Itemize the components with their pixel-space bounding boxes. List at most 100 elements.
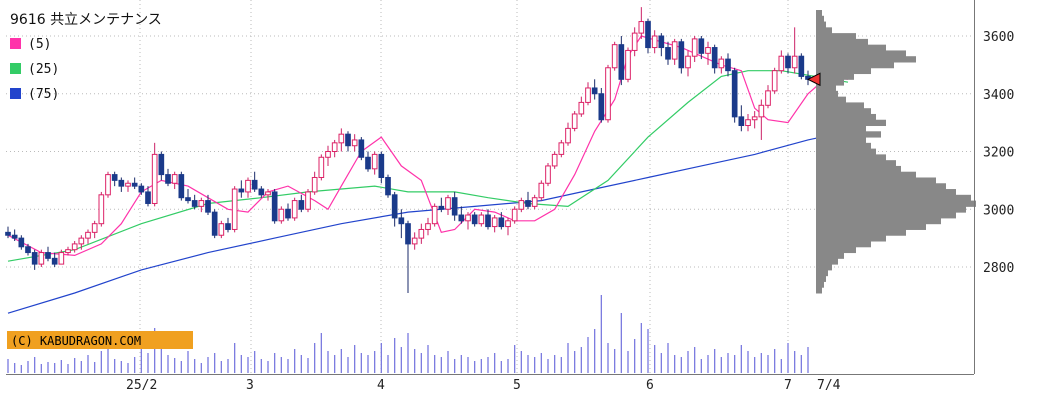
- candle: [738, 105, 745, 132]
- candle: [31, 249, 38, 270]
- candle: [131, 177, 138, 190]
- candle: [558, 139, 565, 158]
- candle-body: [225, 223, 231, 230]
- candle: [685, 50, 691, 77]
- candle: [771, 67, 778, 94]
- candle: [345, 131, 351, 152]
- y-tick-label: 3600: [983, 30, 1014, 45]
- candle-body: [465, 214, 471, 222]
- candle: [471, 212, 478, 227]
- candle-body: [698, 38, 705, 54]
- volume-profile-bar: [816, 177, 936, 184]
- candle: [678, 38, 685, 74]
- volume-profile-bar: [816, 15, 824, 23]
- candle-body: [85, 231, 91, 239]
- candle: [45, 246, 51, 262]
- candle: [505, 217, 511, 236]
- candle: [338, 128, 345, 152]
- candle: [671, 38, 678, 65]
- candle-body: [111, 174, 118, 181]
- current-price-marker: [806, 72, 821, 87]
- legend: (5) (25) (75): [10, 37, 59, 102]
- candle: [531, 194, 538, 210]
- candle: [731, 67, 738, 123]
- candle: [145, 186, 151, 207]
- candle: [385, 174, 391, 198]
- volume-profile-bar: [816, 119, 886, 127]
- candle-body: [651, 35, 658, 49]
- candle: [298, 194, 305, 213]
- y-tick-label: 3400: [983, 88, 1014, 103]
- candle: [58, 249, 65, 265]
- candle: [765, 85, 771, 109]
- volume-profile-bar: [816, 21, 826, 28]
- candle: [265, 189, 271, 201]
- candle-body: [311, 176, 318, 193]
- candle-body: [118, 179, 125, 187]
- candle: [551, 151, 558, 169]
- candle-body: [298, 200, 305, 210]
- volume-profile-bar: [816, 206, 966, 213]
- volume-profile-bar: [816, 33, 856, 40]
- candle: [71, 241, 78, 253]
- candle: [718, 56, 725, 74]
- candle: [745, 113, 751, 132]
- candle-body: [205, 200, 211, 213]
- candle-body: [418, 228, 425, 239]
- candle: [111, 171, 118, 187]
- volume-profile-bar: [816, 38, 868, 46]
- candle: [378, 151, 385, 184]
- y-axis-line: [974, 0, 975, 374]
- legend-swatch-ma75: [10, 88, 21, 99]
- candle-body: [291, 200, 298, 219]
- candle: [325, 145, 331, 166]
- volume-profile-bar: [816, 125, 866, 132]
- candle: [625, 47, 631, 83]
- candle-body: [278, 208, 285, 222]
- candle-body: [605, 67, 611, 121]
- candle: [218, 220, 225, 239]
- candle: [291, 197, 298, 221]
- candle: [225, 217, 231, 233]
- volume-profile-bar: [816, 27, 832, 34]
- candle: [491, 215, 498, 233]
- candle-body: [498, 217, 505, 228]
- candle: [65, 246, 71, 256]
- candle: [571, 111, 578, 132]
- candle-body: [71, 243, 78, 251]
- y-axis-ticks: 2800 3000 3200 3400 3600: [983, 30, 1014, 276]
- candle-body: [105, 174, 111, 196]
- candle-body: [485, 214, 491, 228]
- candle: [51, 252, 58, 267]
- candle-body: [631, 32, 638, 51]
- volume-profile-bar: [816, 183, 946, 190]
- candle-body: [745, 119, 751, 127]
- volume-profile-bar: [816, 189, 956, 196]
- candle-body: [91, 223, 98, 233]
- candle-body: [598, 93, 605, 121]
- candle-body: [585, 87, 591, 103]
- candle: [725, 53, 731, 77]
- candle-body: [511, 208, 518, 222]
- candle: [391, 191, 398, 227]
- candle-body: [425, 223, 431, 230]
- candle: [798, 53, 805, 80]
- candle-body: [611, 44, 618, 69]
- candle: [311, 171, 318, 195]
- volume-profile-bar: [816, 61, 894, 69]
- candle: [545, 163, 551, 187]
- candle-body: [785, 55, 791, 69]
- candle: [158, 151, 165, 181]
- candle: [605, 64, 611, 123]
- candle: [305, 189, 311, 213]
- candle-body: [538, 182, 545, 199]
- candle-body: [705, 47, 711, 54]
- candle-body: [165, 174, 171, 184]
- volume-profile-bar: [816, 246, 856, 254]
- volume-profile-bar: [816, 85, 836, 92]
- candle: [665, 41, 671, 65]
- candle: [418, 223, 425, 244]
- volume-profile-bar: [816, 217, 941, 225]
- candle: [598, 87, 605, 123]
